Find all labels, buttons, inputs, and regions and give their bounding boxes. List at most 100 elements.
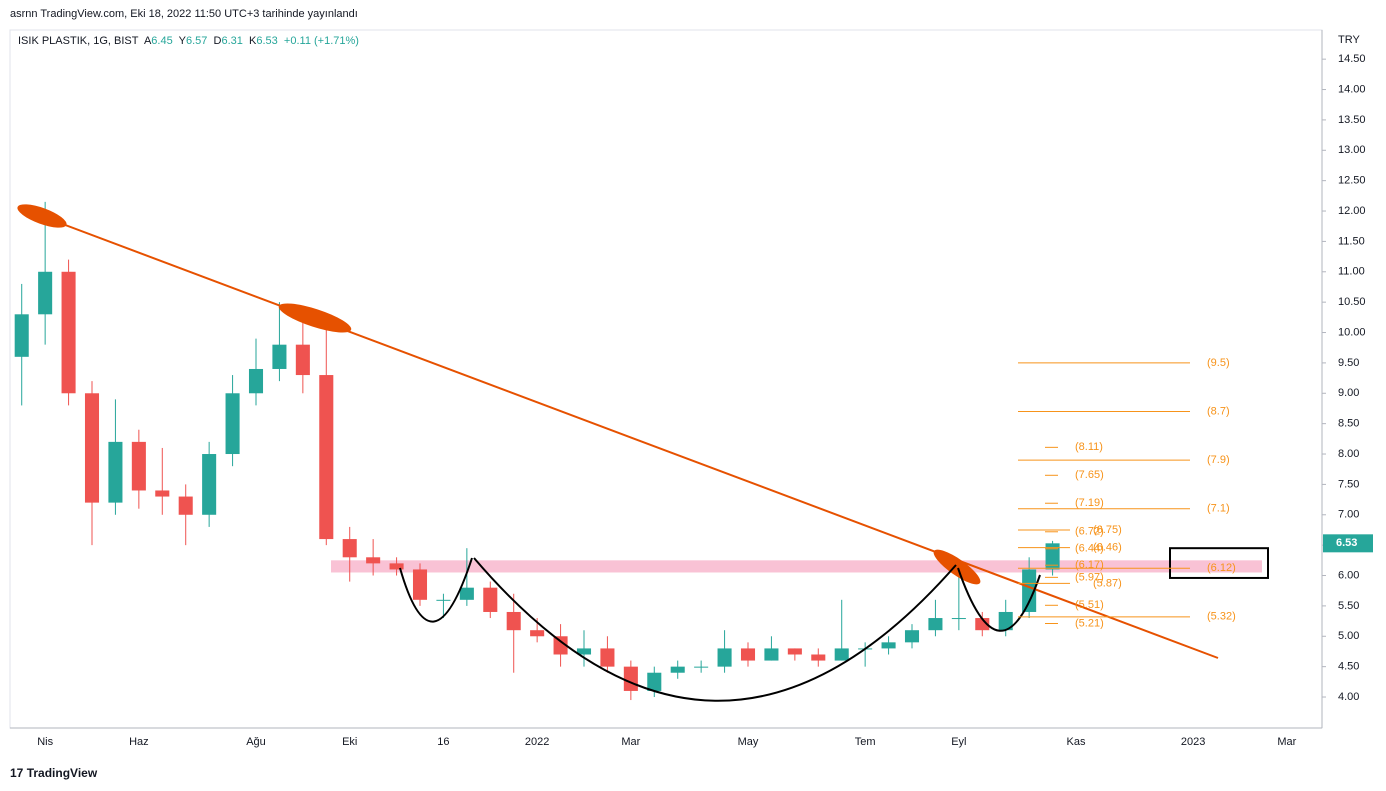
level-label: (8.11) [1075,441,1103,453]
currency: TRY [1338,34,1360,46]
candle-body [14,314,29,357]
candle-body [366,557,381,564]
touch-marker [933,549,981,585]
candle-body [38,271,53,315]
candle-body [553,636,568,655]
candle-body [202,454,217,515]
candle-body [647,672,662,691]
last-price-tag [1323,534,1373,553]
y-tick-label: 10.00 [1338,326,1366,338]
y-tick-label: 4.00 [1338,691,1359,703]
candle-body [740,648,756,661]
candle-body [670,666,685,673]
level-label: (5.21) [1075,617,1104,629]
y-tick-label: 9.00 [1338,387,1359,399]
level-label: (6.12) [1207,562,1236,574]
y-tick-label: 10.50 [1338,296,1366,308]
last-price-label: 6.53 [1336,537,1357,549]
candle-body [694,666,709,668]
level-label: (6.17) [1075,559,1104,571]
level-label: (5.87) [1093,577,1122,589]
y-tick-label: 7.50 [1338,478,1359,490]
ohlc-label: D [213,35,222,47]
candle-body [178,496,193,515]
candle-body [834,648,849,661]
level-label: (6.75) [1093,524,1122,536]
x-tick-label: Ağu [246,736,266,748]
x-tick-label: Nis [37,736,53,748]
candle-body [506,611,521,631]
candle-body [928,618,943,631]
level-label: (7.1) [1207,503,1230,515]
level-label: (6.46) [1093,541,1122,553]
x-tick-label: 2022 [525,736,549,748]
y-tick-label: 13.50 [1338,114,1366,126]
candle-body [904,630,920,643]
symbol: ISIK PLASTIK, 1G, BIST [18,35,139,47]
x-tick-label: Eki [342,736,357,748]
level-label: (6.72) [1075,526,1104,538]
legend: ISIK PLASTIK, 1G, BIST A6.45 Y6.57 D6.31… [18,35,359,47]
published-note: asrnn TradingView.com, Eki 18, 2022 11:5… [10,8,358,20]
level-label: (7.65) [1075,469,1104,481]
candle-body [530,630,545,637]
y-tick-label: 13.00 [1338,144,1366,156]
candle-body [576,648,592,655]
candle-body [998,611,1013,631]
y-tick-label: 5.50 [1338,600,1359,612]
candle-body [225,393,240,455]
candle-body [975,618,990,631]
candle-body [600,648,615,667]
ohlc-value: 6.57 [185,35,208,47]
candle-body [412,569,428,600]
ohlc-value: 6.53 [256,35,278,47]
y-tick-label: 14.00 [1338,83,1366,95]
y-tick-label: 5.00 [1338,630,1359,642]
ohlc-label: A [143,35,152,47]
y-tick-label: 6.00 [1338,569,1359,581]
touch-marker [278,303,352,333]
candle-body [459,587,474,600]
candle-body [483,587,498,612]
x-tick-label: 2023 [1181,736,1205,748]
candle-body [787,648,802,655]
candle-body [389,563,404,570]
level-label: (7.9) [1207,454,1230,466]
candle-body [108,441,123,503]
candle-body [811,654,826,661]
candle-body [84,393,100,503]
x-tick-label: Kas [1067,736,1086,748]
x-tick-label: Eyl [951,736,966,748]
y-tick-label: 9.50 [1338,357,1359,369]
y-tick-label: 4.50 [1338,661,1359,673]
cup-arc [957,567,1041,632]
candle-body [951,618,966,620]
touch-marker [17,204,67,228]
y-tick-label: 12.00 [1338,205,1366,217]
candle-body [881,642,896,649]
y-tick-label: 11.50 [1338,235,1365,247]
ohlc-label: K [249,35,257,47]
candles [14,201,1060,701]
levels: (9.5) (8.7) (7.9) (7.1) (6.12) (5.32) (8.11) (7… [1018,357,1269,629]
y-tick-label: 7.00 [1338,509,1359,521]
ohlc-value: 6.31 [221,35,243,47]
candle-body [319,375,334,540]
y-tick-label: 11.00 [1338,266,1365,278]
level-label: (5.51) [1075,599,1104,611]
brand: TradingView [26,766,98,780]
x-tick-label: Tem [855,736,876,748]
candle-body [623,666,638,691]
candle-body [717,648,732,667]
cup-arc [399,557,473,623]
candle-body [155,490,170,497]
change: +0.11 (+1.71%) [283,35,359,47]
candle-body [131,441,146,491]
level-label: (8.7) [1207,405,1230,417]
candle-body [1022,569,1037,612]
ohlc-label: Y [178,35,186,47]
candle-body [342,539,357,558]
x-tick-label: May [738,736,759,748]
